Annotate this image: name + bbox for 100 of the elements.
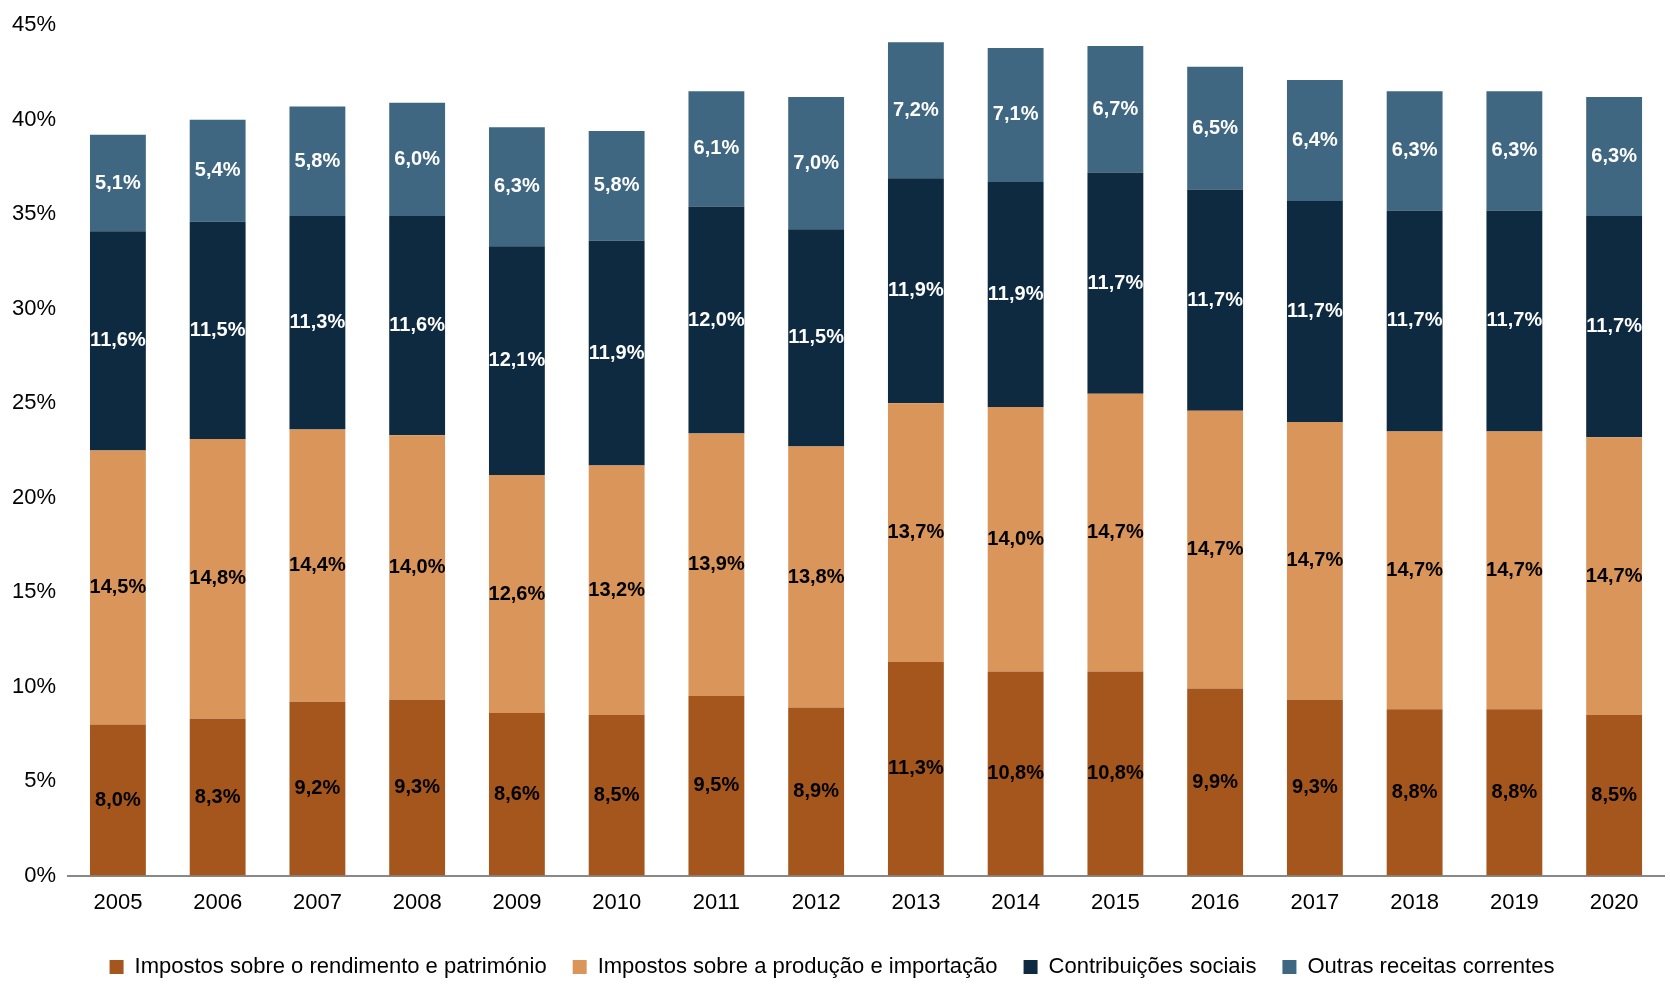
data-label: 11,9% [888, 278, 944, 301]
x-tick-label: 2009 [492, 888, 542, 914]
bar [788, 446, 845, 708]
data-label: 11,5% [189, 317, 246, 340]
x-tick-label: 2014 [991, 888, 1041, 914]
bar [887, 42, 944, 179]
y-tick-label: 40% [11, 105, 57, 131]
data-label: 6,3% [1591, 144, 1638, 167]
legend-label: Contribuições sociais [1048, 953, 1257, 979]
data-label: 13,2% [588, 577, 646, 600]
data-label: 8,8% [1491, 779, 1538, 802]
data-label: 11,7% [1187, 287, 1244, 310]
bar [389, 102, 446, 217]
bar [987, 406, 1044, 672]
data-label: 14,8% [189, 566, 247, 589]
data-label: 9,3% [1292, 775, 1338, 798]
data-label: 8,0% [95, 787, 141, 810]
data-label: 11,7% [1386, 308, 1443, 331]
bar [89, 134, 146, 232]
legend-label: Outras receitas correntes [1307, 953, 1555, 979]
y-tick-label: 25% [11, 389, 57, 415]
bar [389, 216, 446, 436]
x-tick-label: 2007 [292, 888, 342, 914]
data-label: 6,1% [693, 136, 740, 159]
data-label: 13,7% [887, 520, 945, 543]
bar [588, 131, 645, 241]
data-label: 6,5% [1192, 115, 1239, 138]
y-tick-label: 35% [11, 200, 57, 226]
data-label: 14,7% [1585, 563, 1643, 586]
data-label: 12,1% [488, 348, 546, 371]
x-tick-label: 2019 [1489, 888, 1539, 914]
bar [788, 97, 845, 230]
x-tick-label: 2011 [692, 888, 741, 914]
data-label: 11,7% [1586, 314, 1643, 337]
x-tick-label: 2013 [891, 888, 941, 914]
data-label: 9,2% [294, 776, 341, 799]
data-label: 11,3% [888, 756, 944, 779]
data-label: 11,7% [1087, 270, 1144, 293]
x-tick-label: 2010 [592, 888, 642, 914]
bar [488, 246, 545, 475]
y-tick-label: 0% [24, 861, 57, 887]
bar [189, 718, 246, 876]
bar [1586, 437, 1643, 715]
bar [1187, 189, 1244, 411]
legend-label: Impostos sobre o rendimento e património [134, 953, 547, 979]
data-label: 13,9% [688, 552, 745, 575]
bar [289, 701, 346, 876]
bar [488, 713, 545, 876]
y-tick-label: 45% [11, 11, 57, 37]
data-label: 9,3% [394, 775, 441, 798]
data-label: 6,4% [1292, 127, 1338, 150]
data-label: 7,1% [992, 102, 1039, 125]
bar [389, 699, 446, 876]
data-label: 9,9% [1192, 769, 1239, 792]
data-label: 8,5% [593, 782, 640, 805]
data-label: 8,9% [793, 779, 840, 802]
bar [1286, 422, 1343, 700]
data-label: 5,8% [593, 173, 640, 196]
bar [688, 433, 745, 697]
x-tick-label: 2017 [1290, 888, 1340, 914]
data-label: 6,7% [1092, 96, 1139, 119]
bar [1486, 709, 1543, 876]
bar [89, 450, 146, 725]
data-label: 11,7% [1287, 299, 1343, 322]
bar [1486, 431, 1543, 710]
data-label: 11,9% [987, 282, 1044, 305]
data-label: 5,1% [95, 170, 141, 193]
data-label: 12,6% [488, 581, 546, 604]
data-label: 14,0% [987, 526, 1045, 549]
bar [488, 127, 545, 247]
bar [887, 403, 944, 663]
bar [389, 435, 446, 700]
data-label: 7,2% [893, 97, 939, 120]
bar [189, 221, 246, 440]
bar [887, 178, 944, 404]
x-tick-label: 2020 [1589, 888, 1639, 914]
x-tick-label: 2005 [93, 888, 143, 914]
y-tick-label: 5% [24, 767, 57, 793]
bar [189, 439, 246, 719]
bar [588, 714, 645, 876]
bar [887, 662, 944, 876]
bar [788, 707, 845, 876]
bar [1386, 431, 1443, 710]
bar [1286, 200, 1343, 423]
bar [987, 182, 1044, 407]
data-label: 14,4% [289, 553, 346, 576]
bar [1486, 210, 1543, 432]
x-tick-label: 2008 [392, 888, 442, 914]
bar [688, 696, 745, 876]
bar [987, 47, 1044, 183]
bar [1286, 80, 1343, 201]
bar [1386, 709, 1443, 876]
x-tick-label: 2012 [791, 888, 841, 914]
data-label: 14,7% [1486, 557, 1543, 580]
bar [289, 429, 346, 702]
data-label: 11,7% [1486, 308, 1543, 331]
data-label: 14,0% [388, 555, 446, 578]
data-label: 11,5% [788, 325, 845, 348]
bar [289, 106, 346, 217]
bar [1187, 410, 1244, 689]
